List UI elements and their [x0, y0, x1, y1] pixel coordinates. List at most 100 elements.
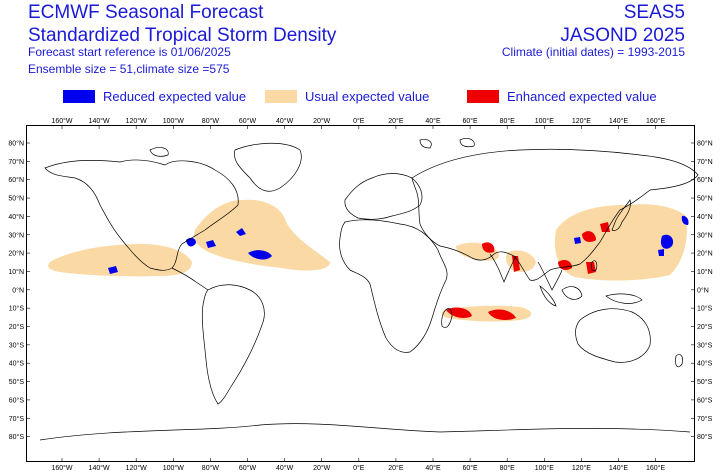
reduced-patch-mexico-coast	[108, 266, 118, 274]
lat-label-right: 70°N	[697, 158, 713, 166]
lat-label-right: 40°N	[697, 213, 713, 221]
reduced-patch-atlantic-1	[236, 228, 246, 236]
lat-label-right: 20°N	[697, 250, 713, 258]
lon-label-bottom: 40°W	[276, 464, 294, 472]
lat-label-right: 10°S	[697, 305, 713, 313]
lon-label-bottom: 40°E	[425, 464, 441, 472]
lat-label-left: 10°S	[9, 305, 25, 313]
coast-philippines	[590, 260, 598, 271]
title-line-2: Standardized Tropical Storm Density	[28, 25, 337, 46]
legend-reduced-label: Reduced expected value	[103, 88, 247, 104]
coast-new-guinea	[605, 293, 643, 304]
lat-label-right: 80°N	[697, 140, 713, 148]
legend-usual-label: Usual expected value	[305, 88, 430, 104]
lon-label-bottom: 100°E	[535, 464, 554, 472]
axis-ticks: 160°W 160°W 140°W 140°W 120°W 120°W 100°W 100°W…	[8, 117, 712, 472]
coast-south-america	[201, 284, 265, 405]
lon-label-bottom: 160°E	[646, 464, 665, 472]
reduced-patch-gulf	[186, 237, 196, 247]
lat-label-left: 40°N	[8, 213, 24, 221]
lon-label-bottom: 80°W	[202, 464, 220, 472]
legend-usual-swatch	[265, 89, 297, 103]
lat-label-right: 10°N	[697, 268, 713, 276]
lon-label-bottom: 120°E	[572, 464, 591, 472]
lat-label-right: 70°S	[697, 415, 713, 423]
coast-antarctica	[39, 423, 691, 441]
coast-europe	[344, 173, 423, 220]
usual-region-bay-of-bengal	[505, 250, 536, 272]
legend-usual: Usual expected value	[265, 88, 429, 104]
coast-central-america	[171, 267, 209, 291]
system-label: SEAS5	[623, 2, 685, 23]
enhanced-patch-arabian-sea	[482, 242, 495, 253]
coast-arctic-islands	[149, 138, 475, 157]
legend-enhanced: Enhanced expected value	[467, 88, 657, 104]
season-label: JASOND 2025	[560, 25, 685, 46]
coast-borneo	[561, 286, 583, 300]
coast-japan	[611, 199, 631, 231]
legend-reduced-swatch	[63, 89, 95, 103]
climate-period-text: Climate (initial dates) = 1993-2015	[501, 45, 685, 59]
lat-label-left: 50°N	[8, 195, 24, 203]
lat-label-left: 70°N	[8, 158, 24, 166]
lat-label-right: 30°N	[697, 231, 713, 239]
lon-label-bottom: 20°W	[313, 464, 331, 472]
lat-label-left: 30°N	[8, 231, 24, 239]
forecast-start-text: Forecast start reference is 01/06/2025	[28, 45, 231, 59]
lon-label-bottom: 60°W	[239, 464, 257, 472]
lat-label-left: 20°S	[9, 323, 25, 331]
usual-region-atlantic	[194, 199, 330, 271]
lat-label-right: 60°S	[697, 396, 713, 404]
lon-label-top: 100°W	[163, 117, 184, 125]
lat-label-right: 40°S	[697, 360, 713, 368]
lon-label-bottom: 120°W	[126, 464, 147, 472]
enhanced-patch-taiwan	[582, 231, 596, 242]
reduced-patch-pacific-1	[660, 234, 674, 249]
lat-label-left: 30°S	[9, 341, 25, 349]
lat-label-left: 70°S	[9, 415, 25, 423]
coastlines	[39, 138, 699, 441]
lon-label-top: 160°E	[646, 117, 665, 125]
coast-asia	[411, 148, 699, 281]
lat-label-right: 30°S	[697, 341, 713, 349]
lon-label-top: 60°W	[239, 117, 257, 125]
lat-label-left: 10°N	[8, 268, 24, 276]
lat-label-right: 20°S	[697, 323, 713, 331]
lon-label-top: 60°E	[462, 117, 478, 125]
lon-label-bottom: 80°E	[500, 464, 516, 472]
lat-label-right: 0°N	[697, 286, 709, 294]
lon-label-top: 40°E	[425, 117, 441, 125]
coast-madagascar	[441, 308, 453, 328]
lat-label-left: 0°N	[12, 286, 24, 294]
legend-reduced: Reduced expected value	[63, 88, 246, 104]
lon-label-top: 80°W	[202, 117, 220, 125]
reduced-patch-japan	[574, 237, 581, 244]
lat-label-right: 80°S	[697, 433, 713, 441]
lon-label-top: 140°E	[609, 117, 628, 125]
lat-label-right: 50°N	[697, 195, 713, 203]
lat-label-left: 60°N	[8, 176, 24, 184]
lat-label-right: 50°S	[697, 378, 713, 386]
usual-region-west-pacific	[554, 204, 687, 281]
lon-label-top: 40°W	[276, 117, 294, 125]
coast-north-america	[44, 159, 239, 271]
lat-label-left: 80°S	[9, 433, 25, 441]
lon-label-top: 100°E	[535, 117, 554, 125]
lat-label-left: 40°S	[9, 360, 25, 368]
map-frame	[26, 125, 695, 462]
lon-label-top: 160°W	[51, 117, 72, 125]
legend-enhanced-swatch	[467, 89, 499, 103]
reduced-patch-pacific-3	[681, 215, 689, 225]
usual-region-east-pacific	[48, 244, 192, 277]
lon-label-bottom: 60°E	[462, 464, 478, 472]
coast-indochina	[537, 261, 563, 291]
lon-label-bottom: 100°W	[163, 464, 184, 472]
storm-density-fields	[48, 199, 689, 322]
coast-australia	[575, 308, 651, 363]
lat-label-right: 60°N	[697, 176, 713, 184]
lon-label-top: 20°E	[388, 117, 404, 125]
lon-label-bottom: 0°E	[353, 464, 365, 472]
lon-label-top: 0°E	[353, 117, 365, 125]
lon-label-bottom: 140°W	[89, 464, 110, 472]
